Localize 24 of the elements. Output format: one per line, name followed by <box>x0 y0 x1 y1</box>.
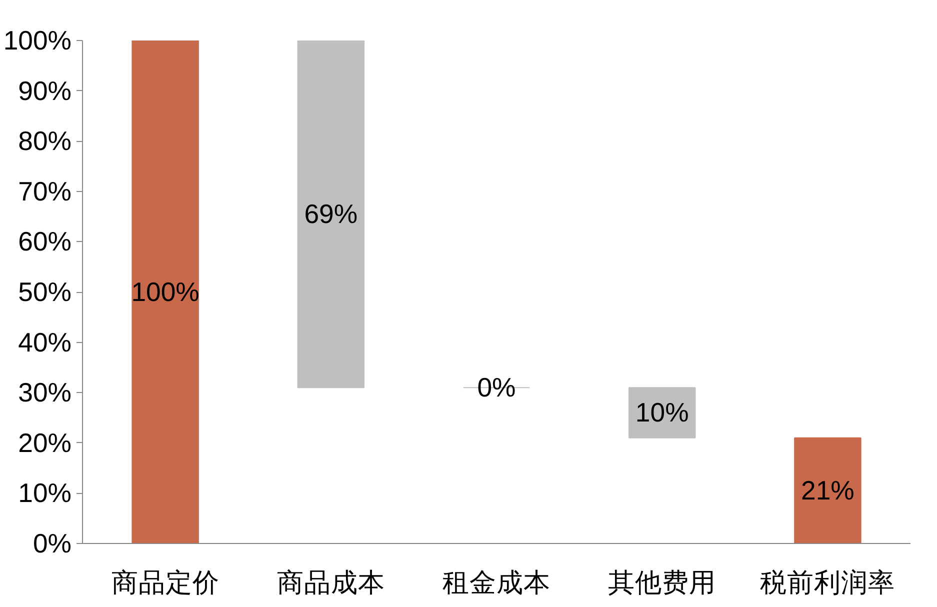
data-label: 21% <box>801 476 854 506</box>
y-tick-label: 70% <box>18 176 72 206</box>
data-label: 100% <box>131 277 200 307</box>
data-label: 0% <box>477 372 516 403</box>
data-label: 69% <box>304 199 358 230</box>
x-tick-label: 税前利润率 <box>760 568 896 598</box>
bar <box>132 40 199 544</box>
y-tick-label: 90% <box>18 76 72 106</box>
y-tick-label: 0% <box>32 528 72 558</box>
x-tick-label: 商品成本 <box>276 568 385 598</box>
bar <box>297 40 365 388</box>
y-tick-label: 50% <box>18 277 72 307</box>
bar <box>794 437 862 544</box>
y-tick-label: 30% <box>18 378 72 408</box>
y-tick-label: 10% <box>18 478 72 508</box>
x-tick-label: 其他费用 <box>608 568 716 598</box>
x-tick-label: 租金成本 <box>442 568 550 598</box>
y-tick-label: 80% <box>18 126 72 156</box>
data-label: 10% <box>635 398 689 428</box>
y-tick-label: 60% <box>18 226 72 257</box>
y-tick-label: 20% <box>18 428 72 458</box>
x-tick-label: 商品定价 <box>111 568 220 598</box>
y-tick-label: 40% <box>18 327 72 358</box>
y-tick-label: 100% <box>3 26 72 56</box>
